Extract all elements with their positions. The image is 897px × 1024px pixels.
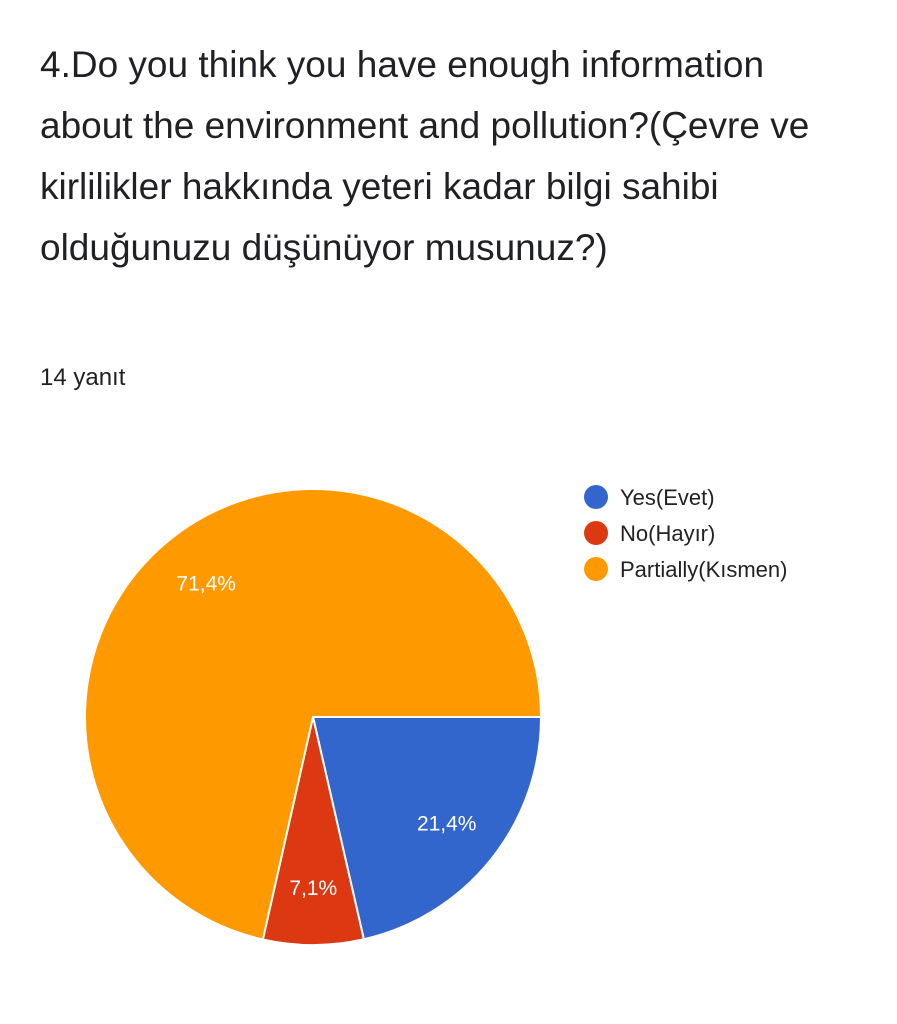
legend-label: Yes(Evet) bbox=[620, 485, 715, 510]
legend-swatch bbox=[584, 557, 608, 581]
legend-label: No(Hayır) bbox=[620, 521, 715, 546]
pie-slice-1 bbox=[261, 716, 366, 946]
legend-label: Partially(Kısmen) bbox=[620, 557, 787, 582]
pie-slice-2 bbox=[84, 488, 543, 941]
legend-swatch bbox=[584, 521, 608, 545]
slice-label: 21,4% bbox=[417, 813, 477, 836]
response-count: 14 yanıt bbox=[40, 364, 126, 391]
legend-swatch bbox=[584, 485, 608, 509]
slice-label: 7,1% bbox=[289, 877, 337, 900]
legend: Yes(Evet) No(Hayır) Partially(Kısmen) bbox=[584, 485, 787, 582]
slice-label: 71,4% bbox=[176, 572, 236, 595]
question-title: 4.Do you think you have enough informati… bbox=[40, 44, 810, 268]
pie-slice-0 bbox=[311, 716, 543, 941]
